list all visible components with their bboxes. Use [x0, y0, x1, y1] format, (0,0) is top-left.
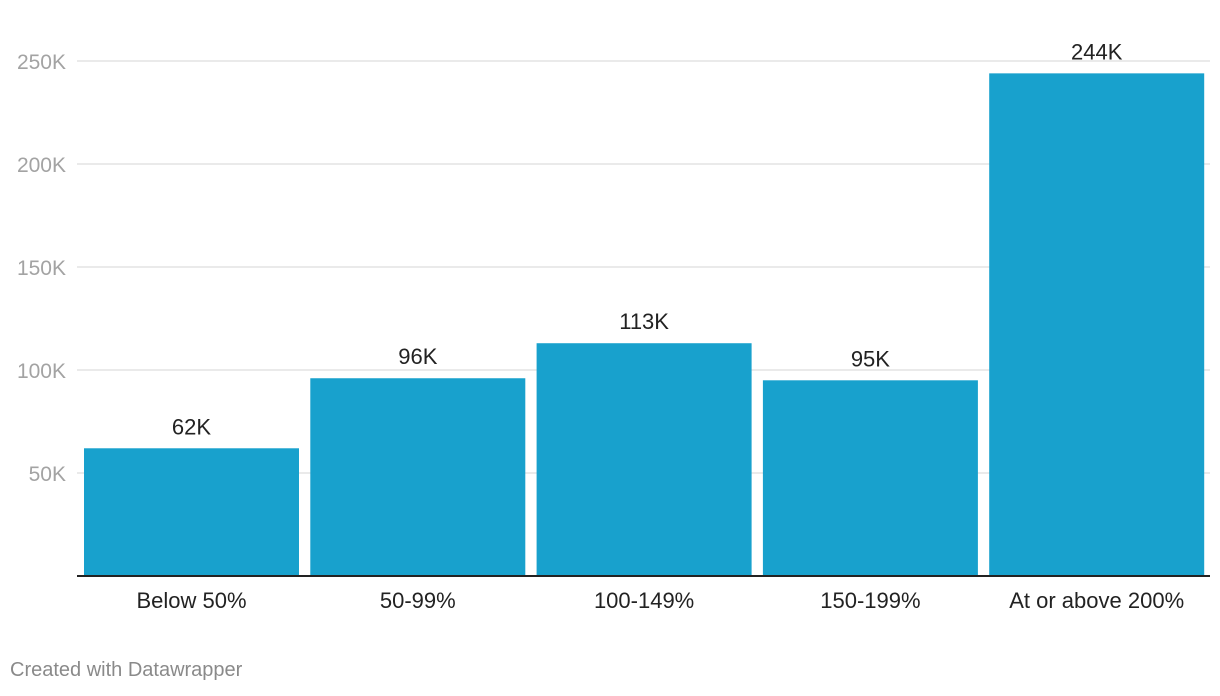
bar-value-label: 62K	[172, 414, 211, 439]
x-tick-label: 100-149%	[594, 588, 694, 613]
bar	[310, 378, 526, 576]
bar-value-label: 244K	[1071, 39, 1123, 64]
bar	[84, 448, 299, 576]
y-tick-label: 200K	[17, 154, 66, 177]
x-tick-label: 150-199%	[820, 588, 920, 613]
y-tick-label: 100K	[17, 360, 66, 383]
bar	[762, 380, 978, 576]
x-tick-label: At or above 200%	[1009, 588, 1184, 613]
x-axis-ticks: Below 50% 50-99% 100-149% 150-199% At or abo…	[136, 588, 1184, 613]
bar	[989, 73, 1205, 577]
y-tick-label: 50K	[29, 463, 66, 486]
bars	[84, 73, 1205, 577]
bar-value-label: 95K	[851, 346, 890, 371]
bar	[536, 343, 752, 576]
bar-chart: 50K 100K 150K 200K 250K 62K 96K 113K 95K 244K Be…	[17, 39, 1210, 613]
y-tick-label: 150K	[17, 257, 66, 280]
bar-value-label: 96K	[398, 344, 437, 369]
x-tick-label: 50-99%	[380, 588, 456, 613]
y-axis-ticks: 50K 100K 150K 200K 250K	[17, 51, 66, 486]
bar-value-label: 113K	[619, 309, 669, 334]
chart-credit: Created with Datawrapper	[10, 659, 243, 681]
y-tick-label: 250K	[17, 51, 66, 74]
x-tick-label: Below 50%	[136, 588, 246, 613]
data-labels: 62K 96K 113K 95K 244K	[172, 39, 1123, 439]
